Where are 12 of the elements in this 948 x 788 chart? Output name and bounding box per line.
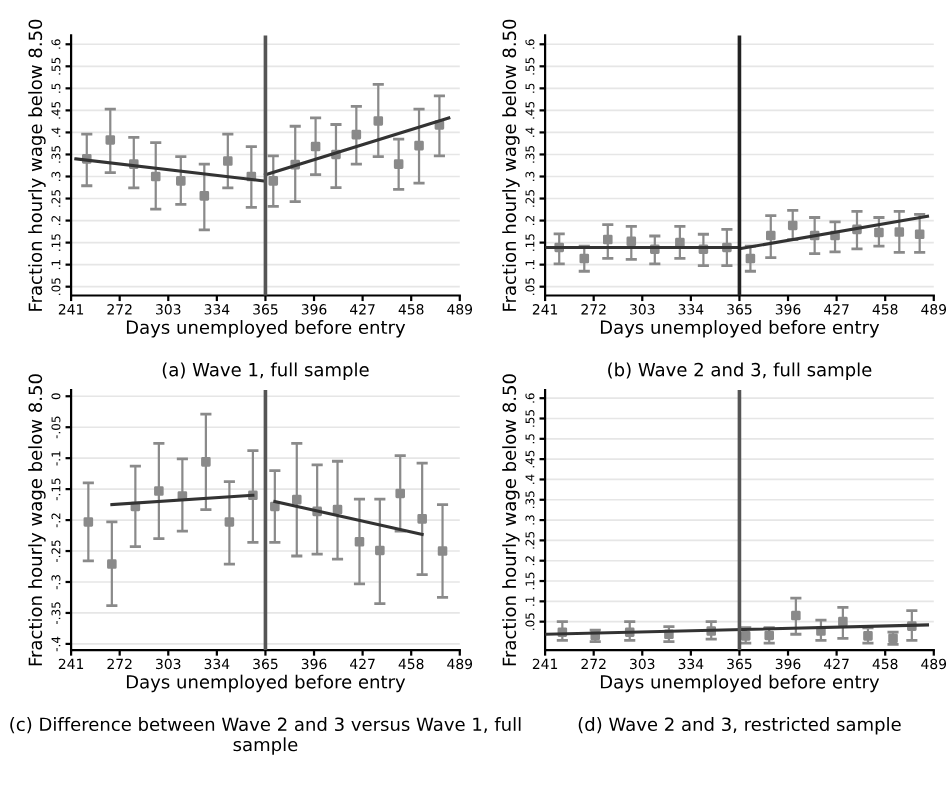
x-axis-title: Days unemployed before entry <box>126 320 406 338</box>
y-axis-title: Fraction hourly wage below 8.50 <box>28 374 46 666</box>
text: (b) Wave 2 and 3, full sample <box>608 362 872 380</box>
x-axis-title: Days unemployed before entry <box>600 674 880 693</box>
text: (d) Wave 2 and 3, restricted sample <box>578 717 901 735</box>
y-axis-title: Fraction hourly wage below 8.50 <box>28 19 46 311</box>
x-axis-title: Days unemployed before entry <box>126 674 406 693</box>
y-axis-title: Fraction hourly wage below 8.50 <box>502 19 520 311</box>
text: (c) Difference between Wave 2 and 3 versus Wave 1, full sample <box>10 717 521 755</box>
x-axis-title: Days unemployed before entry <box>600 320 880 338</box>
y-axis-title: Fraction hourly wage below 8.50 <box>502 374 520 666</box>
text: (a) Wave 1, full sample <box>162 362 369 380</box>
